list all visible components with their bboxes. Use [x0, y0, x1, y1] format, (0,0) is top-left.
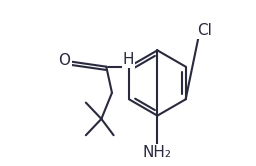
Text: H: H — [123, 52, 134, 67]
Text: NH₂: NH₂ — [143, 145, 172, 160]
Text: O: O — [58, 53, 70, 68]
Text: Cl: Cl — [197, 23, 212, 38]
